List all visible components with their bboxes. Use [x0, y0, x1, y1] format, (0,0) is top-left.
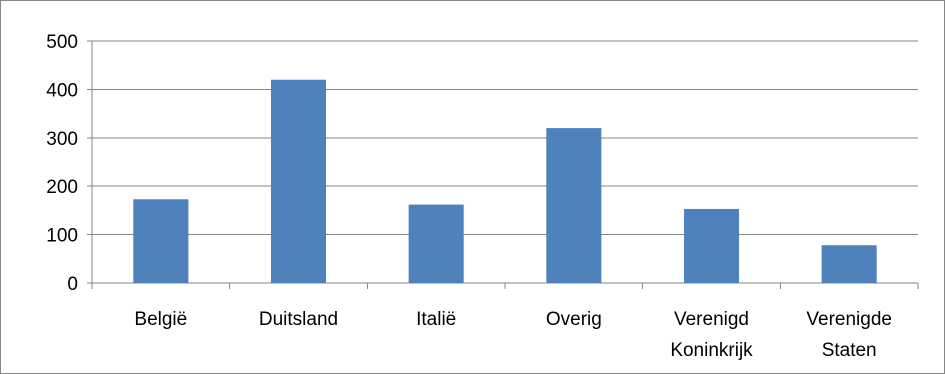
x-category-label: Italië — [416, 309, 456, 330]
y-tick-label: 400 — [46, 80, 78, 101]
bar — [683, 208, 740, 283]
bar — [408, 204, 464, 283]
y-tick-label: 500 — [46, 32, 78, 53]
bar — [546, 128, 602, 283]
x-category-label: Verenigd Koninkrijk — [670, 309, 753, 361]
x-category-label: Duitsland — [259, 309, 338, 330]
x-category-label: Verenigde Staten — [806, 309, 892, 361]
y-tick-label: 300 — [46, 129, 78, 150]
y-tick-label: 0 — [67, 274, 78, 295]
y-tick-label: 200 — [46, 177, 78, 198]
y-tick-label: 100 — [46, 226, 78, 247]
bar — [133, 199, 189, 283]
x-category-label: Overig — [546, 309, 602, 330]
bar — [270, 79, 327, 283]
x-category-label: België — [134, 309, 187, 330]
bar — [821, 245, 877, 283]
